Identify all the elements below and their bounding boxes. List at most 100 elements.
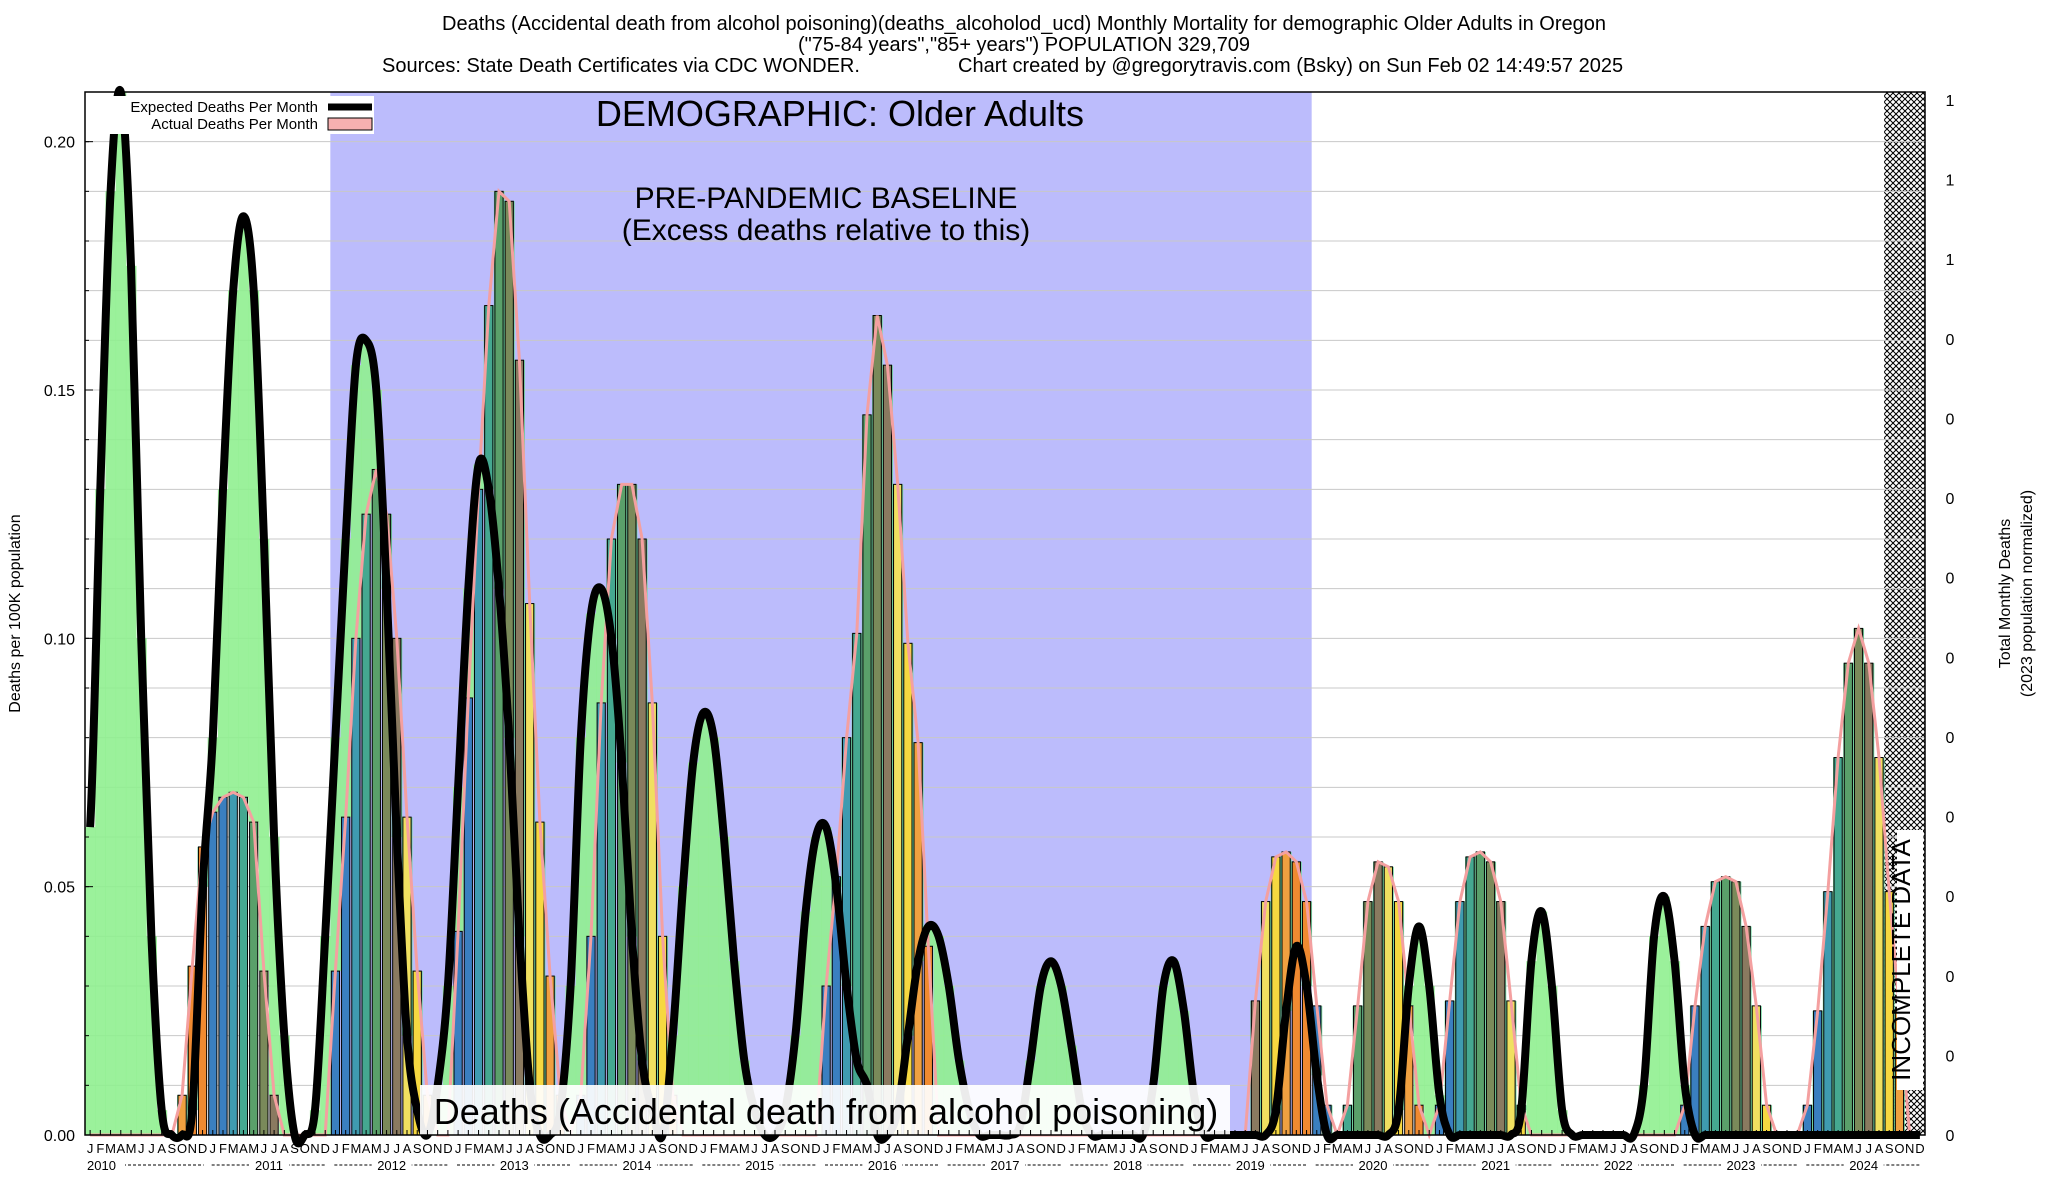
sources-text: Sources: State Death Certificates via CD… xyxy=(382,55,860,77)
month-label: D xyxy=(1915,1141,1924,1156)
month-label: O xyxy=(668,1141,678,1156)
month-label: M xyxy=(718,1141,729,1156)
month-label: J xyxy=(874,1141,881,1156)
month-label: J xyxy=(578,1141,585,1156)
month-label: D xyxy=(443,1141,452,1156)
area-fill xyxy=(228,290,239,793)
baseline-note: (Excess deaths relative to this) xyxy=(622,214,1031,247)
month-label: J xyxy=(1375,1141,1382,1156)
month-label: O xyxy=(1649,1141,1659,1156)
incomplete-label-box xyxy=(1897,830,1923,1090)
chart-title: Deaths (Accidental death from alcohol po… xyxy=(442,13,1606,35)
actual-bar xyxy=(1721,876,1731,1136)
legend-swatch-actual xyxy=(327,117,373,131)
month-label: O xyxy=(790,1141,800,1156)
month-label: J xyxy=(1252,1141,1259,1156)
actual-bar xyxy=(1475,851,1485,1136)
area-fill xyxy=(943,986,955,1135)
month-label: A xyxy=(1466,1141,1475,1156)
month-label: J xyxy=(1007,1141,1014,1156)
year-label: 2021 xyxy=(1481,1158,1510,1173)
month-label: M xyxy=(1209,1141,1220,1156)
area-fill xyxy=(1168,961,1180,1135)
area-fill xyxy=(718,837,730,1135)
month-label: A xyxy=(1752,1141,1761,1156)
area-fill xyxy=(800,911,812,1135)
month-label: J xyxy=(884,1141,891,1156)
month-label: N xyxy=(310,1141,319,1156)
month-label: S xyxy=(1394,1141,1403,1156)
actual-bar xyxy=(1731,881,1741,1136)
year-label-bg xyxy=(1230,1157,1271,1173)
month-label: M xyxy=(1598,1141,1609,1156)
year-label: 2012 xyxy=(377,1158,406,1173)
demographic-label: DEMOGRAPHIC: Older Adults xyxy=(596,93,1084,134)
year-label: 2011 xyxy=(255,1158,283,1173)
month-label: A xyxy=(1220,1141,1229,1156)
bottom-label: Deaths (Accidental death from alcohol po… xyxy=(434,1091,1218,1132)
y-axis-label: Deaths per 100K population xyxy=(7,514,24,712)
month-label: F xyxy=(1200,1141,1208,1156)
actual-bar xyxy=(208,811,218,1136)
bottom-label-box xyxy=(420,1085,1230,1135)
y2-tick-label: 0 xyxy=(1946,332,1955,349)
area-fill xyxy=(115,92,127,1135)
year-label-bg xyxy=(1353,1157,1393,1173)
area-fill xyxy=(585,613,597,937)
area-fill xyxy=(1536,911,1548,1135)
area-fill xyxy=(105,191,117,1136)
area-fill xyxy=(269,837,280,1096)
month-label: A xyxy=(893,1141,902,1156)
year-label: 2017 xyxy=(991,1158,1020,1173)
month-label: A xyxy=(1875,1141,1884,1156)
actual-bar xyxy=(1383,866,1393,1136)
month-label: F xyxy=(96,1141,104,1156)
month-label: O xyxy=(545,1141,555,1156)
month-label: D xyxy=(1547,1141,1556,1156)
month-label: M xyxy=(248,1141,259,1156)
area-fill xyxy=(146,936,157,1135)
month-label: J xyxy=(1610,1141,1617,1156)
month-label: J xyxy=(1119,1141,1126,1156)
month-label: J xyxy=(1682,1141,1689,1156)
area-fill xyxy=(442,986,454,1135)
month-label: O xyxy=(1404,1141,1414,1156)
month-label: O xyxy=(1772,1141,1782,1156)
actual-bar xyxy=(1465,856,1475,1136)
month-label: O xyxy=(1158,1141,1168,1156)
month-label: F xyxy=(1568,1141,1576,1156)
year-label-bg xyxy=(1721,1157,1761,1173)
actual-bar xyxy=(872,315,882,1136)
month-label: S xyxy=(290,1141,299,1156)
month-label: N xyxy=(1169,1141,1178,1156)
area-fill xyxy=(320,936,331,1135)
area-fill xyxy=(248,290,260,823)
area-fill xyxy=(698,712,709,1135)
month-label: N xyxy=(1046,1141,1055,1156)
y2-tick-label: 0 xyxy=(1946,650,1955,667)
month-label: S xyxy=(536,1141,545,1156)
y2-axis-label-sub: (2023 population normalized) xyxy=(2019,490,2036,697)
month-label: S xyxy=(658,1141,667,1156)
month-label: N xyxy=(188,1141,197,1156)
legend-label-expected: Expected Deaths Per Month xyxy=(130,99,318,116)
month-label: M xyxy=(105,1141,116,1156)
year-label-bg xyxy=(249,1157,289,1173)
year-label: 2018 xyxy=(1113,1158,1142,1173)
area-fill xyxy=(125,265,137,1135)
area-fill xyxy=(85,827,96,1135)
month-label: A xyxy=(1261,1141,1270,1156)
plot-frame xyxy=(84,91,1926,1136)
month-label: A xyxy=(771,1141,780,1156)
month-label: D xyxy=(1670,1141,1679,1156)
y-tick-label: 0.20 xyxy=(44,135,75,152)
month-label: M xyxy=(964,1141,975,1156)
month-label: F xyxy=(1691,1141,1699,1156)
area-fill xyxy=(1669,961,1681,1135)
area-fill xyxy=(821,827,832,986)
month-label: A xyxy=(484,1141,493,1156)
month-label: A xyxy=(1711,1141,1720,1156)
month-label: F xyxy=(587,1141,595,1156)
area-fill xyxy=(688,762,699,1135)
